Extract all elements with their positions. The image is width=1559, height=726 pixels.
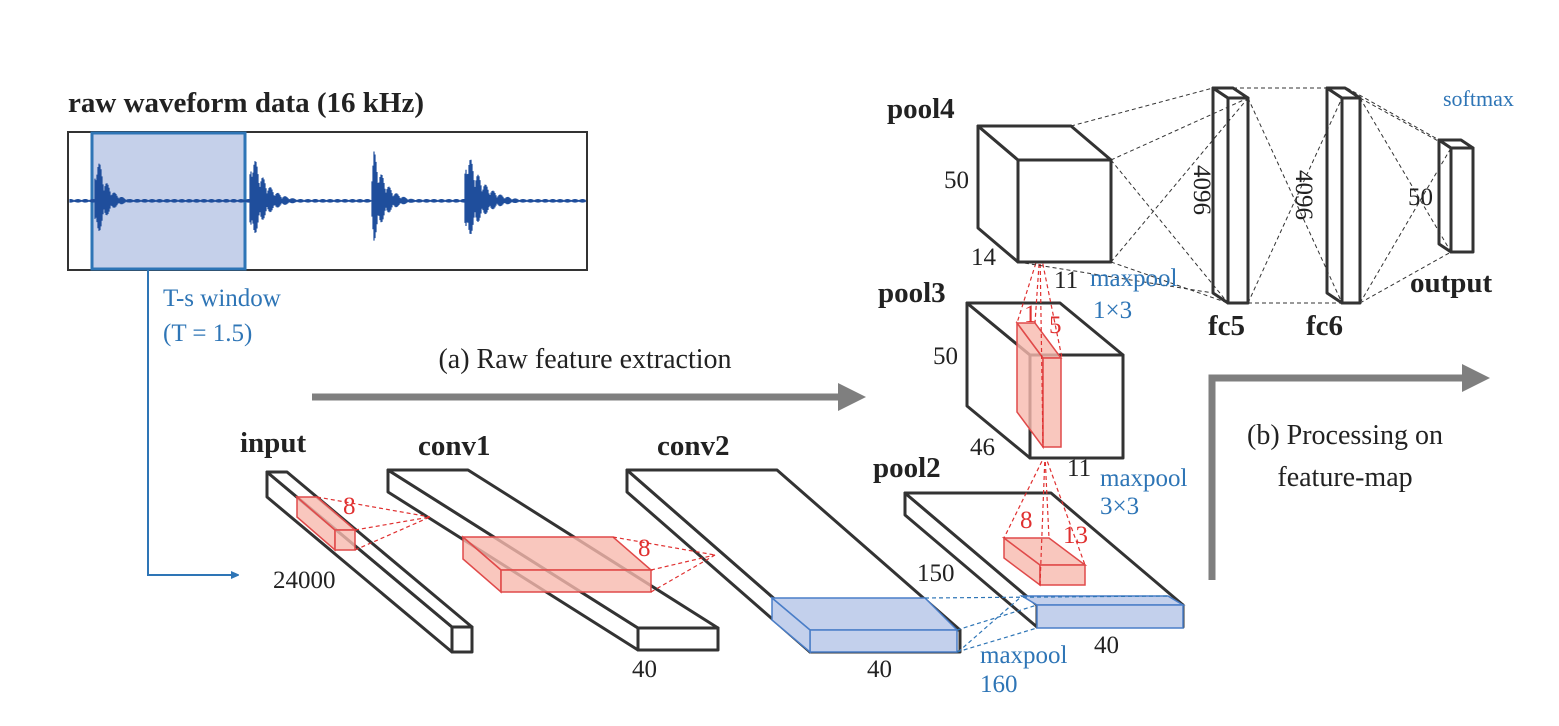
- connector: [1359, 147, 1452, 304]
- dim-label: 14: [971, 244, 997, 271]
- output-layer: [1437, 138, 1453, 254]
- fc6-layer: [1340, 96, 1362, 305]
- connector: [957, 595, 1023, 653]
- dim-label: 40: [867, 656, 892, 683]
- units-label: 4096: [1290, 170, 1317, 220]
- connector: [1039, 249, 1063, 359]
- pool-label: maxpool: [1090, 265, 1178, 292]
- connector: [1034, 249, 1041, 324]
- dim-label: 46: [970, 434, 995, 461]
- section-b: feature-map: [1277, 462, 1412, 493]
- dim-label: 150: [917, 560, 955, 587]
- dim-label: 40: [632, 656, 657, 683]
- connector: [1017, 261, 1214, 294]
- layer-name: conv1: [418, 430, 491, 462]
- window-label: T-s window: [163, 285, 281, 312]
- kernel: [334, 529, 356, 551]
- layer-name: conv2: [657, 430, 730, 462]
- connector: [1016, 249, 1041, 324]
- waveform-title: raw waveform data (16 kHz): [68, 87, 424, 119]
- kernel-label: 8: [343, 493, 356, 520]
- pool4-layer: [1016, 158, 1113, 264]
- fc5-layer: [1226, 96, 1250, 305]
- connector: [1359, 251, 1452, 304]
- window-param: (T = 1.5): [163, 320, 252, 347]
- pool-region: [809, 629, 958, 653]
- connector: [1044, 454, 1086, 566]
- connector: [1039, 454, 1046, 586]
- kernel-label: 1: [1024, 301, 1037, 328]
- connector: [1003, 454, 1046, 539]
- arrow-b: [1208, 364, 1490, 580]
- pool-label: maxpool: [1100, 465, 1188, 492]
- dim-label: 11: [1054, 267, 1078, 294]
- kernel-label: 5: [1049, 312, 1062, 339]
- pool-label: 1×3: [1093, 297, 1132, 324]
- conv1-layer: [636, 626, 720, 652]
- dim-label: 11: [1067, 455, 1091, 482]
- pool-label: 3×3: [1100, 493, 1139, 520]
- pool-region: [771, 596, 811, 654]
- connector: [650, 554, 716, 593]
- connector: [1359, 97, 1452, 253]
- connector: [1110, 97, 1249, 263]
- connector: [924, 595, 1169, 599]
- connector: [354, 516, 431, 531]
- waveform: [69, 151, 586, 241]
- connector: [1110, 159, 1229, 304]
- activation: softmax: [1443, 86, 1514, 111]
- layer-shapes: [265, 86, 1475, 654]
- layer-name: pool4: [887, 93, 955, 125]
- connector: [1039, 249, 1044, 448]
- connector: [1070, 87, 1214, 127]
- kernel: [500, 569, 652, 593]
- dim-label: 24000: [273, 567, 336, 594]
- kernel: [1039, 564, 1086, 586]
- connector: [1359, 97, 1452, 149]
- units-label: 4096: [1188, 165, 1215, 215]
- layer-name: pool2: [873, 452, 941, 484]
- kernel-label: 13: [1063, 522, 1088, 549]
- units-label: 50: [1408, 184, 1433, 211]
- layer-name: fc5: [1208, 310, 1245, 342]
- pool-region: [1036, 604, 1184, 629]
- dim-label: 40: [1094, 632, 1119, 659]
- fc6-layer: [1325, 86, 1344, 305]
- kernel: [1042, 357, 1062, 448]
- connector: [1346, 87, 1440, 141]
- layer-name: output: [1410, 267, 1493, 299]
- connector: [1247, 97, 1343, 304]
- connector: [612, 536, 716, 556]
- layer-name: input: [240, 427, 306, 459]
- pool-label: maxpool: [980, 642, 1068, 669]
- section-a: (a) Raw feature extraction: [438, 344, 731, 375]
- layer-name: fc6: [1306, 310, 1343, 342]
- kernel-label: 8: [638, 535, 651, 562]
- kernel-label: 8: [1020, 507, 1033, 534]
- section-b: (b) Processing on: [1247, 420, 1443, 451]
- window-arrow: [147, 270, 238, 575]
- layer-name: pool3: [878, 277, 946, 309]
- dim-label: 50: [933, 343, 958, 370]
- dim-label: 50: [944, 167, 969, 194]
- connector: [316, 496, 431, 518]
- output-layer: [1449, 146, 1475, 254]
- pool-label: 160: [980, 671, 1018, 698]
- connector: [650, 554, 716, 571]
- input-layer: [450, 625, 474, 654]
